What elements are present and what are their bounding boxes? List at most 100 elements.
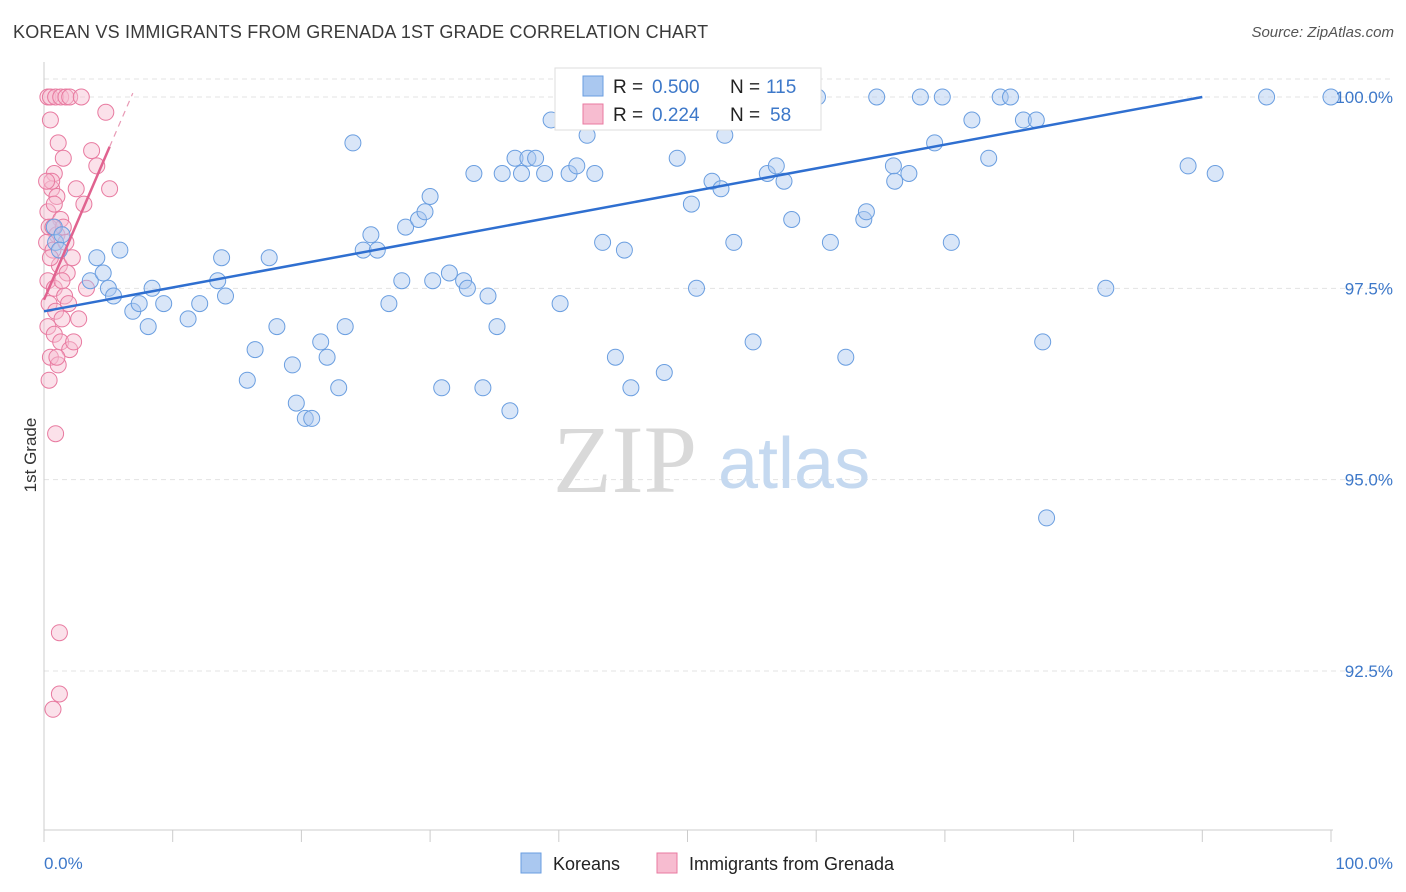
- grenada-point: [65, 333, 83, 351]
- korean-point: [130, 295, 148, 313]
- korean-point: [513, 165, 530, 182]
- korean-point: [416, 203, 434, 221]
- korean-point: [318, 348, 336, 366]
- grenada-point: [53, 272, 71, 290]
- korean-point: [433, 379, 451, 397]
- korean-point: [1038, 509, 1056, 527]
- korean-point: [488, 318, 506, 336]
- grenada-point: [70, 310, 88, 328]
- grenada-point: [47, 425, 65, 443]
- y-tick-label: 97.5%: [1345, 279, 1393, 298]
- watermark-zip: ZIP: [553, 406, 697, 513]
- korean-point: [712, 180, 730, 198]
- grenada-point: [61, 88, 79, 106]
- korean-point: [1002, 88, 1019, 106]
- korean-point: [246, 341, 264, 359]
- korean-point: [238, 371, 256, 389]
- korean-point: [767, 157, 785, 175]
- korean-point: [1258, 88, 1276, 106]
- grenada-point: [53, 310, 71, 328]
- korean-point: [606, 348, 624, 366]
- korean-point: [980, 149, 998, 167]
- grenada-point: [52, 88, 70, 106]
- korean-point: [179, 310, 197, 328]
- x-tick-label-start: 0.0%: [44, 854, 83, 873]
- korean-point: [213, 249, 231, 267]
- stats-legend: R = 0.500 N = 115 R = 0.224 N = 58: [554, 67, 822, 131]
- korean-point: [900, 165, 918, 182]
- korean-point: [725, 233, 743, 251]
- korean-point: [1179, 157, 1197, 175]
- grenada-swatch: [582, 103, 604, 125]
- korean-point: [536, 165, 554, 182]
- grenada-point: [48, 348, 66, 366]
- grenada-point: [61, 341, 79, 359]
- watermark-atlas: atlas: [718, 424, 870, 504]
- x-ticks: [43, 830, 1332, 842]
- korean-point: [668, 149, 686, 167]
- korean-point: [81, 272, 99, 290]
- y-tick-labels: 92.5% 95.0% 97.5% 100.0%: [1335, 88, 1393, 681]
- korean-point: [991, 88, 1009, 106]
- korean-point: [465, 165, 483, 182]
- y-tick-label: 92.5%: [1345, 662, 1393, 681]
- legend-label-koreans: Koreans: [553, 854, 620, 874]
- korean-point: [296, 409, 314, 427]
- korean-point: [111, 241, 129, 259]
- korean-point: [1097, 279, 1115, 297]
- korean-point: [568, 157, 586, 175]
- korean-point: [312, 333, 330, 351]
- korean-point: [622, 379, 640, 397]
- koreans-swatch: [582, 75, 604, 97]
- chart-title: KOREAN VS IMMIGRANTS FROM GRENADA 1ST GR…: [13, 22, 709, 42]
- trend-lines: [42, 92, 1203, 313]
- grenada-r-value: 0.224: [652, 105, 700, 126]
- korean-point: [479, 287, 497, 305]
- grenada-point: [97, 103, 115, 121]
- grenada-point: [101, 180, 119, 198]
- series-legend: Koreans Immigrants from Grenada: [520, 852, 895, 874]
- korean-point: [268, 318, 286, 336]
- korean-point: [260, 249, 278, 267]
- korean-point: [105, 287, 122, 305]
- korean-point: [884, 157, 902, 175]
- grenada-point: [41, 111, 59, 129]
- grenada-point: [50, 624, 68, 642]
- korean-point: [380, 295, 398, 313]
- korean-point: [493, 165, 511, 182]
- korean-point: [1322, 88, 1340, 106]
- y-axis-title: 1st Grade: [21, 418, 40, 493]
- korean-point: [551, 295, 569, 313]
- korean-point: [655, 364, 673, 381]
- korean-point: [336, 318, 354, 336]
- legend-label-grenada: Immigrants from Grenada: [689, 854, 895, 874]
- grenada-point: [50, 685, 68, 703]
- korean-point: [688, 279, 705, 297]
- korean-point: [283, 356, 301, 374]
- legend-swatch-grenada: [656, 852, 678, 874]
- koreans-r-value: 0.500: [652, 77, 700, 98]
- koreans-r-label: R =: [613, 77, 643, 98]
- korean-point: [933, 88, 951, 106]
- korean-point: [303, 409, 321, 427]
- korean-point: [143, 279, 161, 297]
- grenada-point: [45, 195, 63, 213]
- source-label: Source: ZipAtlas.com: [1251, 24, 1394, 41]
- korean-point: [963, 111, 981, 129]
- korean-point: [88, 249, 106, 267]
- korean-point: [886, 172, 904, 190]
- korean-point: [397, 218, 415, 236]
- korean-point: [393, 272, 411, 290]
- korean-trend-line: [43, 95, 1203, 313]
- korean-point: [615, 241, 633, 259]
- korean-point: [139, 318, 157, 336]
- korean-point: [94, 264, 112, 282]
- korean-point: [330, 379, 348, 397]
- korean-point: [474, 379, 492, 397]
- korean-point: [1034, 333, 1052, 351]
- korean-point: [911, 88, 929, 106]
- grenada-point: [38, 172, 56, 190]
- grenada-r-label: R =: [613, 105, 643, 126]
- grenada-point: [72, 88, 90, 106]
